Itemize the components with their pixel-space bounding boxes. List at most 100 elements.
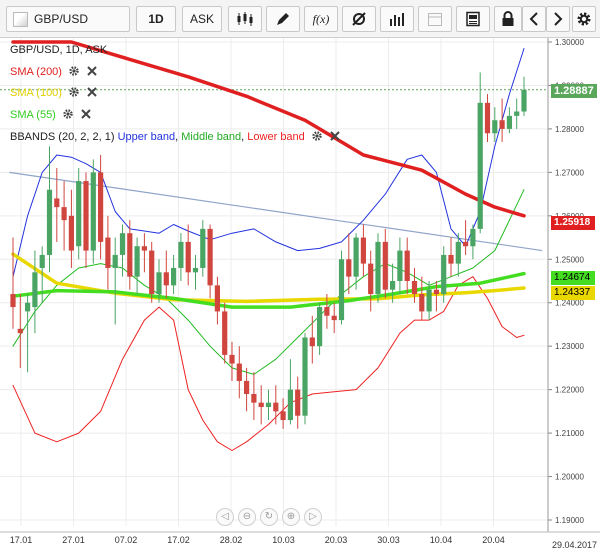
candle-body — [61, 207, 67, 221]
scroll-back-button[interactable] — [522, 6, 546, 32]
candle-body — [426, 289, 432, 312]
lock-icon — [502, 11, 514, 26]
zoom-in-icon[interactable]: ⊕ — [282, 508, 300, 526]
reset-zoom-icon[interactable]: ↻ — [260, 508, 278, 526]
lock-button[interactable] — [494, 6, 522, 32]
timeframe-button[interactable]: 1D — [136, 6, 176, 32]
scroll-right-icon[interactable]: ▷ — [304, 508, 322, 526]
legend-title: GBP/USD, 1D, ASK — [10, 44, 108, 56]
candle-body — [251, 393, 257, 403]
gear-icon[interactable] — [68, 65, 80, 77]
candle-body — [149, 250, 155, 295]
gear-icon[interactable] — [68, 86, 80, 98]
candle — [499, 98, 505, 142]
chart-toolbar: GBP/USD 1D ASK f(x) — [0, 0, 600, 38]
candle-body — [521, 89, 527, 112]
chart-type-button[interactable] — [228, 6, 262, 32]
close-icon[interactable] — [86, 65, 98, 77]
candle — [273, 385, 279, 425]
x-tick-label: 20.04 — [482, 535, 505, 545]
candle-body — [514, 111, 520, 116]
ask-bid-button[interactable]: ASK — [182, 6, 222, 32]
calendar-button[interactable] — [418, 6, 452, 32]
candle-body — [324, 307, 330, 316]
price-chart[interactable]: 1.300001.290001.280001.270001.260001.250… — [0, 38, 600, 554]
candle — [324, 294, 330, 329]
close-icon[interactable] — [86, 86, 98, 98]
candle-body — [368, 263, 374, 295]
candle-body — [309, 337, 315, 347]
candle — [338, 250, 345, 325]
candle-body — [112, 254, 118, 268]
side-label: ASK — [189, 12, 214, 26]
close-icon[interactable] — [329, 130, 341, 142]
candle — [222, 302, 228, 364]
candle — [470, 224, 476, 260]
indicators-button[interactable]: f(x) — [304, 6, 338, 32]
volume-button[interactable] — [380, 6, 414, 32]
y-tick-label: 1.24000 — [555, 299, 584, 308]
candle — [258, 385, 264, 425]
candle-body — [207, 228, 213, 286]
candle — [455, 233, 461, 277]
settings-cog-icon — [352, 12, 366, 26]
gear-icon[interactable] — [311, 130, 323, 142]
zoom-out-icon[interactable]: ⊖ — [238, 508, 256, 526]
y-tick-label: 1.22000 — [555, 386, 584, 395]
legend-sma100: SMA (100) — [10, 86, 98, 99]
x-tick-label: 17.01 — [10, 535, 33, 545]
candle-body — [353, 237, 359, 277]
candle — [492, 107, 498, 142]
candle — [229, 341, 235, 381]
chart-settings-button[interactable] — [342, 6, 376, 32]
timeframe-label: 1D — [148, 12, 164, 26]
candle — [98, 154, 104, 260]
y-tick-label: 1.28000 — [555, 125, 584, 134]
candle — [134, 237, 140, 295]
close-icon[interactable] — [80, 108, 92, 120]
candle-body — [134, 246, 140, 277]
sma55-label: SMA (55) — [10, 109, 56, 121]
candle — [411, 267, 418, 303]
candle — [141, 233, 147, 273]
candle — [25, 294, 31, 373]
navigation-controls: ◁ ⊖ ↻ ⊕ ▷ — [216, 508, 322, 528]
candle-body — [54, 198, 60, 208]
candle — [375, 233, 381, 303]
candle — [317, 302, 323, 355]
candle — [448, 237, 454, 277]
y-tick-label: 1.20000 — [555, 473, 584, 482]
candle-body — [200, 228, 206, 268]
candle — [127, 220, 133, 290]
symbol-selector[interactable]: GBP/USD — [6, 6, 130, 32]
current-date-label: 29.04.2017 — [552, 540, 598, 550]
candle-body — [317, 307, 323, 347]
candle — [477, 72, 483, 234]
candle-body — [295, 389, 301, 416]
candle — [119, 224, 126, 277]
draw-tool-button[interactable] — [266, 6, 300, 32]
gear-icon[interactable] — [62, 108, 74, 120]
x-tick-label: 17.02 — [167, 535, 190, 545]
candle — [295, 376, 301, 429]
candle-body — [68, 215, 74, 251]
candle — [17, 294, 23, 368]
save-template-button[interactable] — [456, 6, 490, 32]
scroll-forward-button[interactable] — [546, 6, 570, 32]
y-tick-label: 1.23000 — [555, 342, 584, 351]
separator: , — [241, 131, 248, 143]
candle — [331, 302, 337, 334]
candle-body — [287, 389, 293, 421]
preferences-button[interactable] — [572, 6, 596, 32]
candle — [346, 233, 352, 295]
candle-body — [244, 380, 250, 394]
candle — [484, 94, 491, 142]
scroll-left-icon[interactable]: ◁ — [216, 508, 234, 526]
candle — [426, 281, 432, 321]
current-price-tag: 1.28887 — [551, 84, 597, 98]
upper-band-label: Upper band — [117, 131, 176, 143]
candle — [419, 276, 425, 321]
candle — [463, 220, 469, 255]
volume-bars-icon — [390, 13, 404, 26]
candle-body — [46, 189, 53, 255]
